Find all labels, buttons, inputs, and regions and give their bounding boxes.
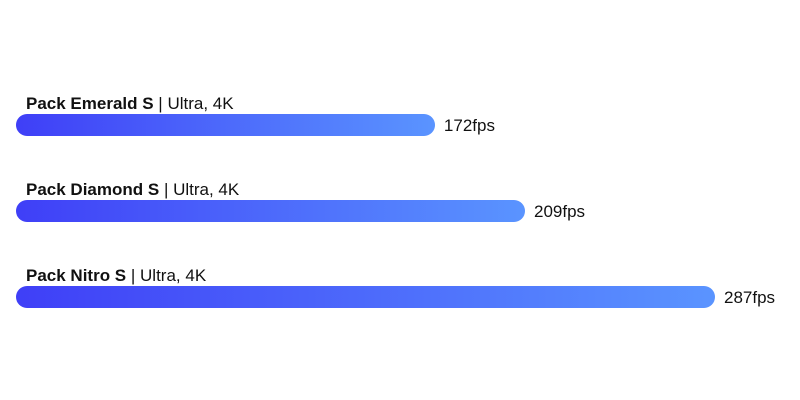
value-label: 287fps [724, 288, 776, 307]
category-name: Pack Diamond S [26, 180, 160, 199]
bar-row: Pack Diamond S | Ultra, 4K 209fps [16, 180, 800, 240]
bar [16, 286, 715, 308]
bar [16, 114, 435, 136]
value-label: 209fps [534, 202, 586, 221]
category-name: Pack Emerald S [26, 94, 154, 113]
bar-label: Pack Diamond S | Ultra, 4K [26, 180, 239, 200]
bar-label: Pack Nitro S | Ultra, 4K [26, 266, 206, 286]
bar-label: Pack Emerald S | Ultra, 4K [26, 94, 234, 114]
category-subtitle: Ultra, 4K [167, 94, 234, 113]
category-subtitle: Ultra, 4K [140, 266, 207, 285]
category-name: Pack Nitro S [26, 266, 127, 285]
separator: | [153, 94, 168, 113]
category-subtitle: Ultra, 4K [173, 180, 240, 199]
bar-row: Pack Nitro S | Ultra, 4K 287fps [16, 266, 800, 326]
separator: | [126, 266, 141, 285]
separator: | [159, 180, 174, 199]
value-label: 172fps [443, 116, 495, 135]
bar-row: Pack Emerald S | Ultra, 4K 172fps [16, 94, 800, 154]
bar [16, 200, 526, 222]
